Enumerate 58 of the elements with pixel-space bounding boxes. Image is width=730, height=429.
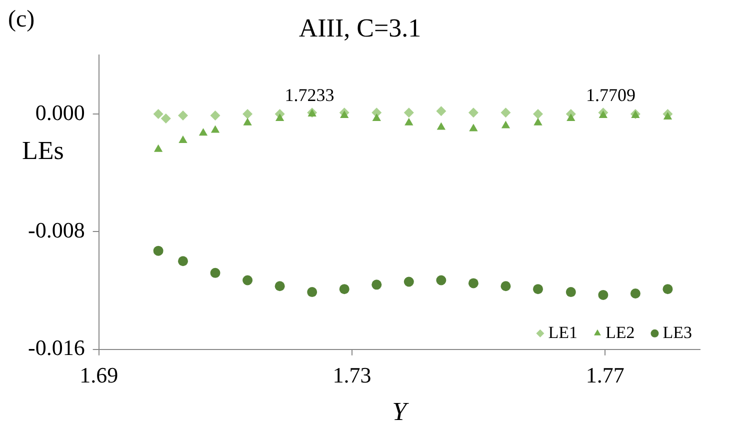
point [178,110,188,121]
point [533,109,543,120]
x-tick-label: 1.69 [80,362,118,388]
point [469,124,478,132]
legend-label: LE3 [662,322,692,342]
y-tick-label: -0.016 [28,335,85,360]
point [501,120,510,128]
chart-title: AIII, C=3.1 [298,13,422,42]
x-axis-title: Y [392,397,410,426]
point [372,113,381,121]
text: (c) [8,6,35,32]
x-tick-label: 1.77 [586,362,624,388]
point [468,278,478,288]
point [242,275,253,286]
point [339,284,350,294]
point [307,287,318,298]
point [178,136,188,144]
point [598,110,608,118]
point [630,288,640,298]
y-axis-title: LEs [22,136,64,166]
point [566,113,576,121]
point [566,287,576,298]
point [598,290,608,300]
point [243,118,252,126]
point [436,122,446,130]
point [154,144,163,152]
point [436,275,446,286]
legend-label: LE2 [605,322,635,342]
point [153,246,164,256]
annotation: 1.7233 [284,84,334,105]
point [198,128,208,136]
point [534,118,542,126]
point [500,108,511,118]
point [210,268,220,278]
y-tick-label: -0.008 [28,218,85,242]
annotation: 1.7709 [586,84,636,105]
x-tick-label: 1.73 [332,362,372,388]
point [404,118,414,126]
y-tick-label: 0.000 [35,100,85,125]
point [404,276,414,287]
point [372,280,382,290]
point [274,281,285,292]
point [436,106,446,116]
point [663,112,672,120]
legend-label: LE1 [548,322,578,342]
point [533,284,543,294]
point [242,109,253,120]
point [340,110,349,118]
point [210,110,220,121]
point [500,281,511,292]
point [275,113,284,121]
point [178,256,188,266]
point [153,109,164,120]
point [468,108,478,118]
point [160,113,171,124]
point [404,108,414,118]
point [210,125,220,133]
point [662,284,673,294]
